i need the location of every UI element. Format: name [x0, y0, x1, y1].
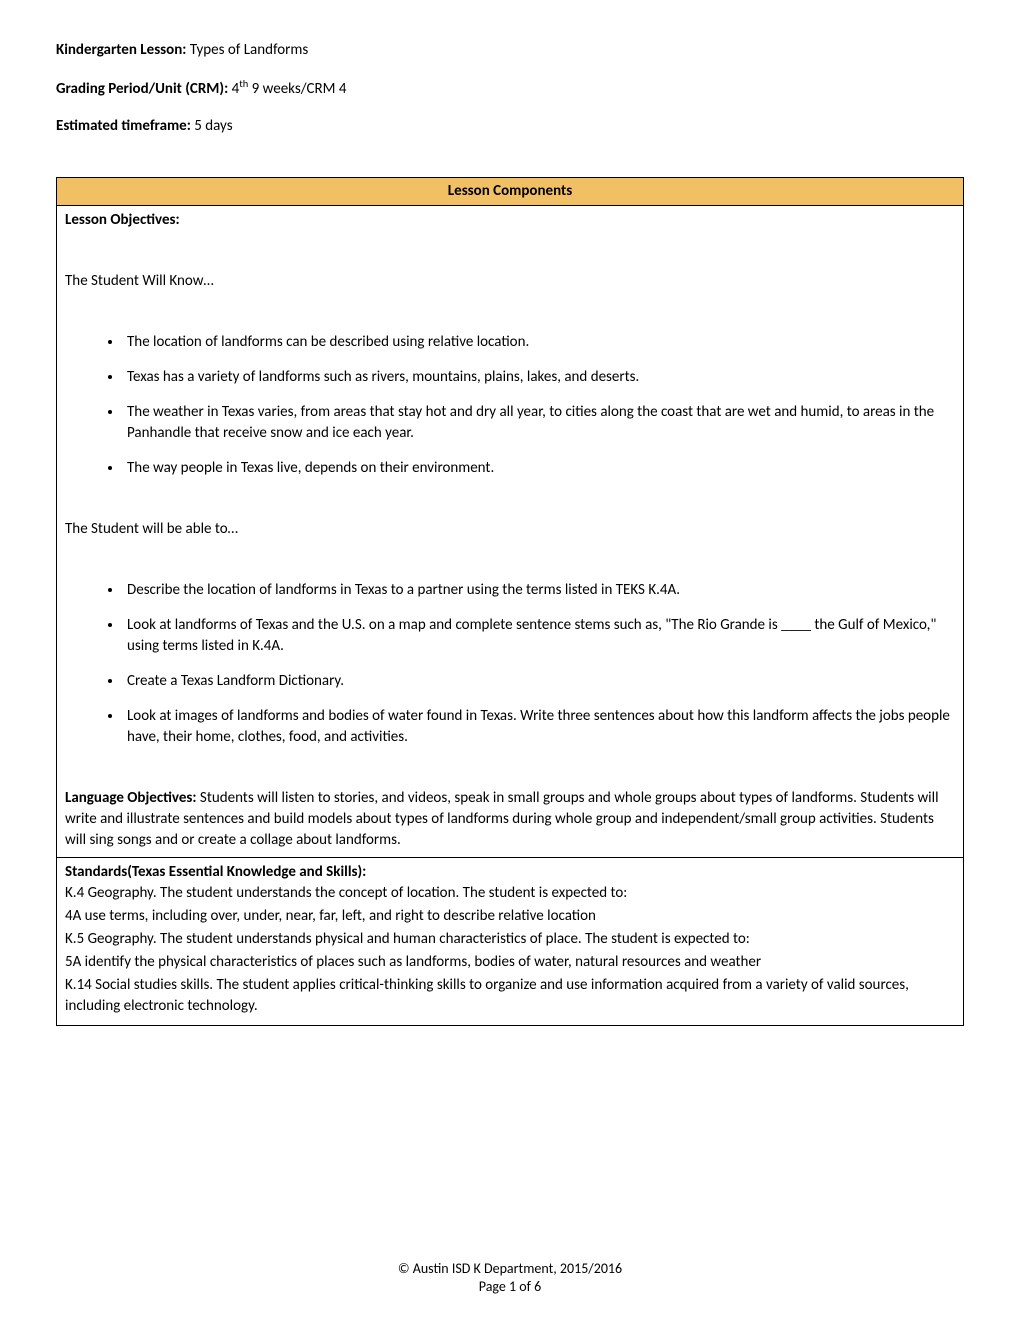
footer-copyright: © Austin ISD K Department, 2015/2016 — [0, 1260, 1020, 1278]
list-item: Describe the location of landforms in Te… — [123, 580, 955, 601]
grading-value-post: 9 weeks/CRM 4 — [248, 80, 346, 98]
know-intro: The Student Will Know… — [65, 271, 955, 292]
grading-period-line: Grading Period/Unit (CRM): 4th 9 weeks/C… — [56, 77, 964, 100]
grading-value-sup: th — [239, 77, 248, 90]
page-footer: © Austin ISD K Department, 2015/2016 Pag… — [0, 1260, 1020, 1296]
lang-text: Students will listen to stories, and vid… — [65, 789, 939, 849]
standards-line: K.4 Geography. The student understands t… — [65, 883, 955, 904]
table-header: Lesson Components — [57, 178, 964, 206]
lang-label: Language Objectives: — [65, 789, 197, 807]
standards-cell: Standards(Texas Essential Knowledge and … — [57, 858, 964, 1026]
know-list: The location of landforms can be describ… — [65, 332, 955, 479]
objectives-label: Lesson Objectives: — [65, 210, 955, 231]
list-item: Texas has a variety of landforms such as… — [123, 367, 955, 388]
standards-line: 4A use terms, including over, under, nea… — [65, 906, 955, 927]
lesson-label: Kindergarten Lesson: — [56, 41, 186, 59]
footer-page: Page 1 of 6 — [0, 1278, 1020, 1296]
language-objectives: Language Objectives: Students will liste… — [65, 788, 955, 851]
standards-body: K.4 Geography. The student understands t… — [65, 883, 955, 1017]
grading-label: Grading Period/Unit (CRM): — [56, 80, 228, 98]
standards-line: 5A identify the physical characteristics… — [65, 952, 955, 973]
objectives-cell: Lesson Objectives: The Student Will Know… — [57, 206, 964, 858]
standards-label: Standards(Texas Essential Knowledge and … — [65, 862, 955, 883]
able-intro: The Student will be able to… — [65, 519, 955, 540]
list-item: The weather in Texas varies, from areas … — [123, 402, 955, 444]
standards-line: K.14 Social studies skills. The student … — [65, 975, 955, 1017]
list-item: Create a Texas Landform Dictionary. — [123, 671, 955, 692]
list-item: The location of landforms can be describ… — [123, 332, 955, 353]
standards-line: K.5 Geography. The student understands p… — [65, 929, 955, 950]
lesson-title-line: Kindergarten Lesson: Types of Landforms — [56, 40, 964, 61]
timeframe-line: Estimated timeframe: 5 days — [56, 116, 964, 137]
list-item: Look at images of landforms and bodies o… — [123, 706, 955, 748]
lesson-components-table: Lesson Components Lesson Objectives: The… — [56, 177, 964, 1026]
timeframe-label: Estimated timeframe: — [56, 117, 191, 135]
grading-value-pre: 4 — [228, 80, 239, 98]
able-list: Describe the location of landforms in Te… — [65, 580, 955, 748]
lesson-value: Types of Landforms — [186, 41, 308, 59]
list-item: Look at landforms of Texas and the U.S. … — [123, 615, 955, 657]
timeframe-value: 5 days — [191, 117, 233, 135]
list-item: The way people in Texas live, depends on… — [123, 458, 955, 479]
